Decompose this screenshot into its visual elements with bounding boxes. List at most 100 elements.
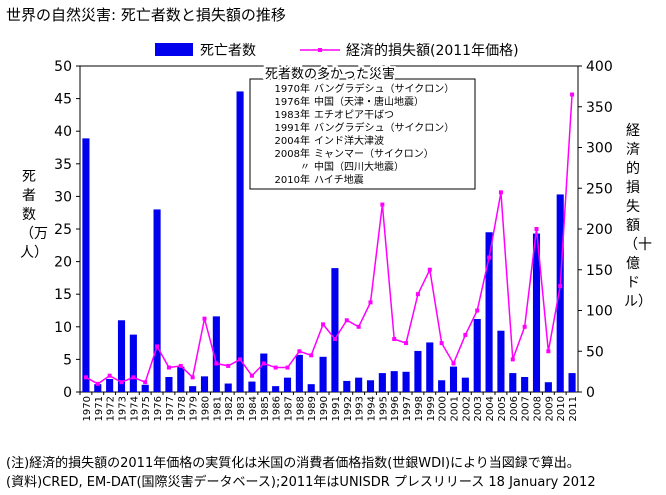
right-axis-tick-label: 350 <box>586 100 613 116</box>
point-economic-loss <box>498 190 503 195</box>
x-axis-tick-label: 1979 <box>189 396 200 421</box>
bar-deaths <box>319 356 327 392</box>
annotation-event: ハイチ地震 <box>314 173 364 186</box>
x-axis-tick-label: 1981 <box>212 396 223 421</box>
point-economic-loss <box>332 337 337 342</box>
point-economic-loss <box>143 380 148 385</box>
right-axis-tick-label: 300 <box>586 141 613 157</box>
left-axis-tick-label: 15 <box>54 287 72 303</box>
right-axis-tick-label: 0 <box>586 385 595 401</box>
x-axis-tick-label: 1983 <box>236 396 247 421</box>
point-economic-loss <box>321 322 326 327</box>
right-axis-tick-label: 250 <box>586 181 613 197</box>
bar-deaths <box>521 377 529 392</box>
bar-deaths <box>426 342 434 392</box>
right-axis-tick-label: 150 <box>586 263 613 279</box>
point-economic-loss <box>427 267 432 272</box>
x-axis-tick-label: 1993 <box>355 396 366 421</box>
legend-marker-loss <box>318 48 322 52</box>
bar-deaths <box>568 373 576 392</box>
x-axis-tick-label: 1971 <box>94 396 105 421</box>
bar-deaths <box>461 377 469 392</box>
point-economic-loss <box>178 363 183 368</box>
x-axis-tick-label: 1987 <box>284 396 295 421</box>
left-axis-title: 死者数（万人） <box>20 169 48 261</box>
bar-deaths <box>532 233 541 392</box>
x-axis-tick-label: 2008 <box>533 396 544 421</box>
point-economic-loss <box>166 365 171 370</box>
point-economic-loss <box>261 361 266 366</box>
point-economic-loss <box>344 318 349 323</box>
bar-deaths <box>509 373 517 392</box>
x-axis-tick-label: 2002 <box>461 396 472 421</box>
x-axis-tick-label: 1994 <box>367 396 378 421</box>
source-note: (資料)CRED, EM-DAT(国際災害データベース);2011年はUNISD… <box>6 475 596 490</box>
bar-deaths <box>485 232 493 392</box>
left-axis-tick-label: 50 <box>54 59 72 75</box>
bar-deaths <box>106 378 114 392</box>
bar-deaths <box>473 318 481 392</box>
annotation-event: エチオピア干ばつ <box>314 109 394 121</box>
bar-deaths <box>343 380 351 392</box>
annotation-title: 死者数の多かった災害 <box>265 66 395 82</box>
x-axis-tick-label: 1982 <box>224 396 235 421</box>
bar-deaths <box>414 350 422 392</box>
point-economic-loss <box>190 375 195 380</box>
point-economic-loss <box>297 349 302 354</box>
x-axis-tick-label: 2009 <box>544 396 555 421</box>
point-economic-loss <box>522 324 527 329</box>
x-axis-tick-label: 1986 <box>272 396 283 421</box>
bar-deaths <box>497 330 505 392</box>
point-economic-loss <box>439 341 444 346</box>
x-axis-tick-label: 1978 <box>177 396 188 421</box>
point-economic-loss <box>249 373 254 378</box>
x-axis-tick-label: 1976 <box>153 396 164 421</box>
x-axis-tick-label: 1984 <box>248 396 259 421</box>
bar-deaths <box>260 353 268 392</box>
annotation-event: バングラデシュ（サイクロン） <box>314 121 454 134</box>
bar-deaths <box>200 376 209 392</box>
bar-deaths <box>129 334 137 392</box>
point-economic-loss <box>309 353 314 358</box>
annotation-event: バングラデシュ（サイクロン） <box>314 82 454 95</box>
annotation-year: 1983年 <box>275 108 310 121</box>
x-axis-tick-label: 1970 <box>82 396 93 421</box>
point-economic-loss <box>392 337 397 342</box>
x-axis-tick-label: 2001 <box>450 396 461 421</box>
annotation-event: インド洋大津波 <box>314 134 384 147</box>
point-economic-loss <box>404 341 409 346</box>
left-axis-tick-label: 25 <box>54 222 72 238</box>
chart-title: 世界の自然災害: 死亡者数と損失額の推移 <box>6 6 286 24</box>
x-axis-tick-label: 2004 <box>485 396 496 421</box>
right-axis-tick-label: 400 <box>586 59 613 75</box>
x-axis-tick-label: 1992 <box>343 396 354 421</box>
x-axis-tick-label: 1988 <box>295 396 306 421</box>
bar-deaths <box>295 354 303 392</box>
bar-deaths <box>366 380 375 392</box>
point-economic-loss <box>451 361 456 366</box>
left-axis-tick-label: 5 <box>63 352 72 368</box>
right-axis-tick-label: 100 <box>586 304 613 320</box>
x-axis-tick-label: 2000 <box>438 396 449 421</box>
bar-deaths <box>307 384 315 392</box>
bar-deaths <box>165 377 173 392</box>
line-economic-loss <box>85 94 573 385</box>
annotation-year: 1970年 <box>275 82 310 95</box>
x-axis-tick-label: 2010 <box>556 396 567 421</box>
x-axis-tick-label: 1995 <box>378 396 389 421</box>
x-axis-tick-label: 1989 <box>307 396 318 421</box>
right-axis-title: 経済的損失額（十億ドル） <box>624 123 652 310</box>
bar-deaths <box>331 268 339 392</box>
point-economic-loss <box>214 361 219 366</box>
bar-deaths <box>355 377 363 392</box>
point-economic-loss <box>285 365 290 370</box>
x-axis-tick-label: 2005 <box>497 396 508 421</box>
bar-deaths <box>94 384 102 392</box>
annotation-year: 2004年 <box>275 134 310 147</box>
bar-deaths <box>212 316 220 392</box>
point-economic-loss <box>380 202 385 207</box>
point-economic-loss <box>83 375 88 380</box>
bar-deaths <box>189 386 197 392</box>
x-axis-tick-label: 1997 <box>402 396 413 421</box>
